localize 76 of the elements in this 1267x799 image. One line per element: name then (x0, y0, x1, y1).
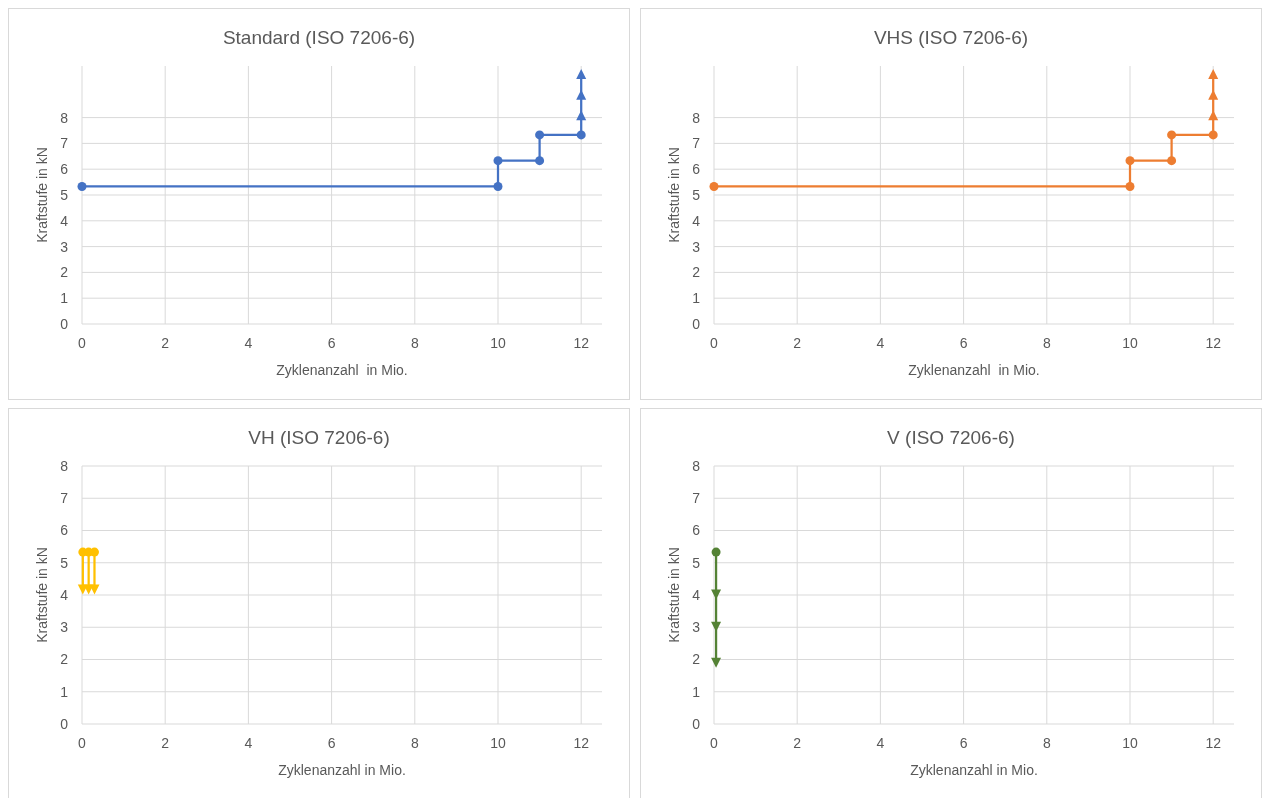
chart-title: VHS (ISO 7206-6) (873, 27, 1029, 48)
y-tick-label: 3 (692, 619, 701, 636)
x-tick-label: 0 (78, 335, 87, 351)
y-tick-label: 5 (692, 186, 701, 203)
x-tick-label: 8 (1042, 335, 1051, 351)
y-tick-label: 0 (692, 315, 701, 332)
x-tick-label: 12 (573, 735, 590, 751)
y-tick-label: 7 (60, 135, 69, 152)
y-tick-label: 1 (692, 290, 701, 307)
y-tick-label: 5 (692, 554, 701, 571)
x-tick-label: 12 (1205, 735, 1222, 751)
x-tick-label: 8 (1042, 735, 1051, 751)
x-tick-label: 8 (410, 735, 419, 751)
y-tick-label: 8 (60, 457, 69, 474)
x-tick-label: 4 (876, 335, 885, 351)
y-tick-label: 6 (60, 522, 69, 539)
x-tick-label: 0 (78, 735, 87, 751)
y-tick-label: 6 (60, 161, 69, 178)
x-tick-label: 2 (793, 735, 802, 751)
y-tick-label: 7 (692, 490, 701, 507)
chart-title: V (ISO 7206-6) (887, 427, 1015, 448)
y-tick-label: 7 (692, 135, 701, 152)
x-tick-label: 0 (710, 735, 719, 751)
y-tick-label: 4 (60, 212, 69, 229)
y-tick-label: 1 (60, 683, 69, 700)
x-tick-label: 12 (573, 335, 590, 351)
x-tick-label: 4 (244, 735, 253, 751)
x-axis-title: Zyklenanzahl in Mio. (276, 362, 408, 378)
y-tick-label: 2 (60, 651, 69, 668)
y-tick-label: 5 (60, 186, 69, 203)
x-tick-label: 10 (1122, 735, 1138, 751)
x-tick-label: 2 (161, 735, 170, 751)
y-tick-label: 0 (60, 715, 69, 732)
y-tick-label: 2 (692, 651, 701, 668)
y-tick-label: 1 (60, 290, 69, 307)
y-tick-label: 5 (60, 554, 69, 571)
x-tick-label: 0 (710, 335, 719, 351)
x-tick-label: 6 (327, 735, 336, 751)
y-tick-label: 0 (60, 315, 69, 332)
x-tick-label: 4 (244, 335, 253, 351)
y-tick-label: 4 (692, 586, 701, 603)
x-tick-label: 12 (1205, 335, 1222, 351)
y-tick-label: 8 (60, 109, 69, 126)
y-tick-label: 2 (60, 264, 69, 281)
y-tick-label: 6 (692, 522, 701, 539)
y-tick-label: 1 (692, 683, 701, 700)
y-tick-label: 3 (692, 238, 701, 255)
y-tick-label: 7 (60, 490, 69, 507)
x-tick-label: 10 (1122, 335, 1138, 351)
y-tick-label: 4 (60, 586, 69, 603)
x-tick-label: 2 (793, 335, 802, 351)
y-tick-label: 2 (692, 264, 701, 281)
y-tick-label: 8 (692, 109, 701, 126)
y-tick-label: 4 (692, 212, 701, 229)
y-axis-title: Kraftstufe in kN (34, 547, 50, 643)
x-tick-label: 10 (490, 335, 506, 351)
x-tick-label: 10 (490, 735, 506, 751)
y-axis-title: Kraftstufe in kN (34, 147, 50, 243)
x-axis-title: Zyklenanzahl in Mio. (908, 362, 1040, 378)
y-axis-title: Kraftstufe in kN (666, 547, 682, 643)
y-tick-label: 3 (60, 238, 69, 255)
y-axis-title: Kraftstufe in kN (666, 147, 682, 243)
x-tick-label: 4 (876, 735, 885, 751)
y-tick-label: 6 (692, 161, 701, 178)
y-tick-label: 8 (692, 457, 701, 474)
y-tick-label: 3 (60, 619, 69, 636)
x-tick-label: 6 (959, 735, 968, 751)
x-tick-label: 6 (327, 335, 336, 351)
x-tick-label: 2 (161, 335, 170, 351)
x-axis-title: Zyklenanzahl in Mio. (278, 762, 406, 778)
x-axis-title: Zyklenanzahl in Mio. (910, 762, 1038, 778)
x-tick-label: 6 (959, 335, 968, 351)
y-tick-label: 0 (692, 715, 701, 732)
x-tick-label: 8 (410, 335, 419, 351)
chart-title: Standard (ISO 7206-6) (222, 27, 416, 48)
chart-title: VH (ISO 7206-6) (248, 427, 390, 448)
